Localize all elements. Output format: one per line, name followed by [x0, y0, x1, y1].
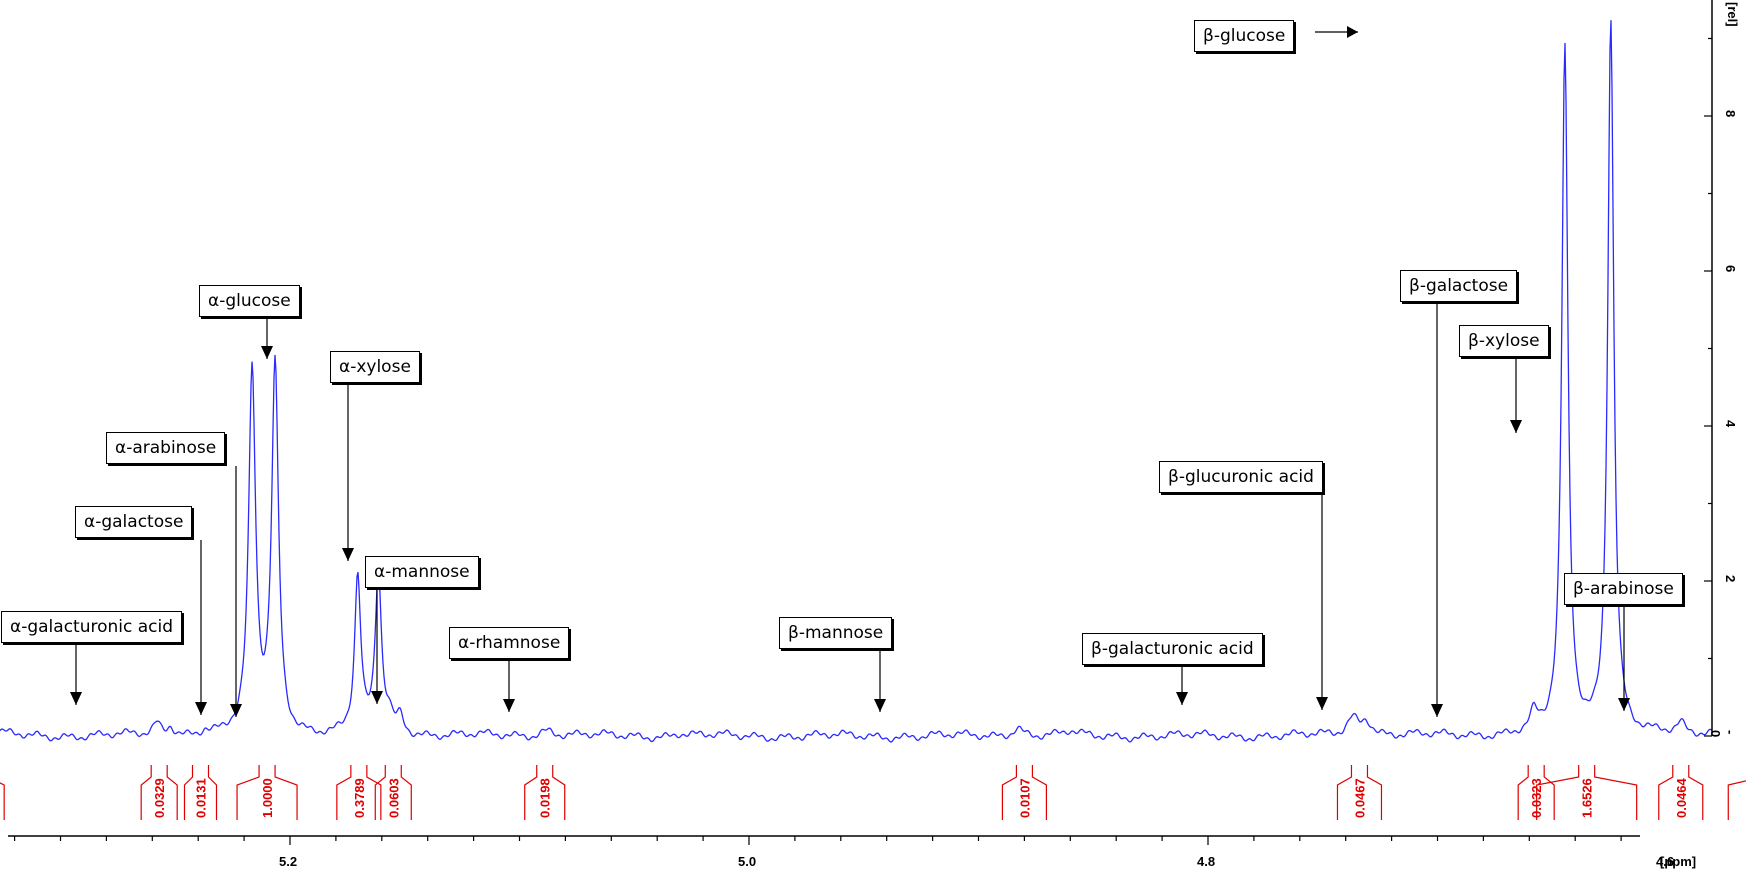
annotation-arrow-head — [261, 346, 273, 359]
y-tick-label: 8 — [1723, 110, 1738, 118]
annotation-arrow-head — [1176, 692, 1188, 705]
spectrum-line — [0, 20, 1713, 743]
integral-bracket — [1336, 765, 1383, 820]
annotation-arrow-head — [1618, 698, 1630, 711]
y-axis-unit-label: [rel] — [1725, 2, 1740, 27]
integral-bracket — [524, 765, 566, 820]
integral-layer: 0.0710 0.0329 0.0131 1.0000 0.3789 0.0603 0.01… — [0, 765, 1746, 820]
peak-label: α-galacturonic acid — [1, 611, 183, 643]
annotation-arrow-head — [1431, 704, 1443, 717]
peak-label: α-mannose — [365, 556, 479, 588]
integral-region: 0.0467 — [1336, 765, 1383, 820]
integral-bracket — [0, 782, 5, 820]
integral-region: 0.0710 — [0, 782, 5, 820]
annotation-arrow-head — [874, 699, 886, 712]
x-tick-label: 4.6 — [1656, 854, 1675, 869]
peak-label: β-galacturonic acid — [1082, 633, 1263, 665]
annotation-arrow-head — [1316, 697, 1328, 710]
integral-value-label: 0.0464 — [1674, 777, 1689, 818]
y-tick-label: 2 — [1723, 575, 1738, 583]
integral-bracket — [1658, 765, 1704, 820]
integral-value-label: 0.0198 — [538, 778, 553, 818]
peak-label: β-mannose — [779, 617, 893, 649]
annotation-arrow-head — [195, 702, 207, 715]
integral-value-label: 1.0000 — [260, 778, 275, 818]
peak-label: β-glucose — [1194, 20, 1295, 52]
integral-bracket — [336, 765, 382, 820]
peak-label: β-galactose — [1400, 270, 1518, 302]
integral-value-label: 0.0131 — [193, 778, 208, 818]
integral-region: 0.0603 — [374, 765, 412, 820]
annotation-arrow-head — [1510, 420, 1522, 433]
integral-value-label: 1.6526 — [1580, 778, 1595, 818]
integral-bracket — [1727, 780, 1746, 820]
peak-label: β-arabinose — [1564, 573, 1683, 605]
integral-region: 0.0329 — [140, 765, 178, 820]
integral-value-label: 0.3789 — [352, 778, 367, 818]
peak-label: β-xylose — [1459, 325, 1549, 357]
integral-value-label: 0.0603 — [386, 778, 401, 818]
x-tick-label: 5.2 — [279, 854, 298, 869]
integral-value-label: 0.0107 — [1017, 778, 1032, 818]
y-tick-label: - 0 — [1708, 730, 1738, 738]
annotation-arrow-head — [342, 548, 354, 561]
annotation-arrow-head — [230, 704, 242, 717]
annotation-arrow-head — [371, 691, 383, 704]
integral-value-label: 0.0329 — [152, 778, 167, 818]
x-tick-label: 5.0 — [738, 854, 757, 869]
integral-region: 0.0107 — [1001, 765, 1047, 820]
tick-layer — [13, 37, 1712, 845]
x-tick-label: 4.8 — [1197, 854, 1216, 869]
integral-bracket — [183, 765, 218, 820]
integral-bracket — [1517, 765, 1555, 820]
integral-region: 1.6526 — [1536, 765, 1638, 820]
integral-bracket — [236, 765, 298, 820]
annotation-arrow-head — [70, 692, 82, 705]
integral-region: 1.0000 — [236, 765, 298, 820]
arrow-layer — [70, 26, 1630, 717]
integral-region: 0.3789 — [336, 765, 382, 820]
peak-label: α-glucose — [199, 285, 300, 317]
peak-label: α-xylose — [330, 351, 420, 383]
annotation-arrow-head — [1347, 26, 1358, 38]
peak-label: α-rhamnose — [449, 627, 570, 659]
annotation-arrow-head — [503, 699, 515, 712]
x-axis-unit-label: [ppm] — [1660, 854, 1697, 869]
y-tick-label: 4 — [1723, 420, 1738, 428]
integral-region: 0.5966 — [1727, 780, 1746, 820]
integral-region: 0.0464 — [1658, 765, 1704, 820]
integral-bracket — [1001, 765, 1047, 820]
y-tick-label: 6 — [1723, 265, 1738, 273]
integral-value-label: 0.0467 — [1352, 778, 1367, 818]
peak-label: β-glucuronic acid — [1159, 461, 1323, 493]
peak-label: α-galactose — [75, 506, 193, 538]
integral-bracket — [140, 765, 178, 820]
integral-region: 0.0198 — [524, 765, 566, 820]
integral-bracket — [374, 765, 412, 820]
integral-region: 0.0131 — [183, 765, 218, 820]
integral-bracket — [1536, 765, 1638, 820]
peak-label: α-arabinose — [106, 432, 226, 464]
